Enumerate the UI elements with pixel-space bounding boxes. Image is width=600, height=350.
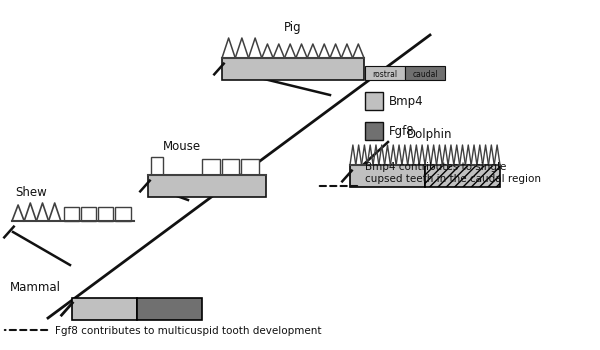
Bar	[148, 175, 266, 197]
Bar	[365, 122, 383, 140]
Bar	[64, 207, 79, 221]
Bar	[115, 207, 131, 221]
Text: Fgf8: Fgf8	[389, 125, 415, 138]
Bar	[137, 298, 202, 320]
Text: Bmp4 contributes to single
cupsed teeth in the caudal region: Bmp4 contributes to single cupsed teeth …	[365, 162, 541, 184]
Bar	[365, 66, 405, 80]
Bar	[425, 165, 500, 187]
Text: Mouse: Mouse	[163, 140, 201, 153]
Bar	[241, 159, 259, 175]
Text: Shew: Shew	[15, 186, 47, 199]
Text: Mammal: Mammal	[10, 281, 61, 294]
Bar	[405, 66, 445, 80]
Text: Bmp4: Bmp4	[389, 94, 424, 107]
Bar	[82, 207, 97, 221]
Bar	[72, 298, 137, 320]
Bar	[151, 157, 163, 175]
Text: rostral: rostral	[373, 70, 398, 79]
Text: caudal: caudal	[412, 70, 438, 79]
Bar	[222, 58, 364, 80]
Bar	[222, 159, 239, 175]
Text: Fgf8 contributes to multicuspid tooth development: Fgf8 contributes to multicuspid tooth de…	[55, 326, 322, 336]
Bar	[365, 92, 383, 110]
Bar	[350, 165, 425, 187]
Bar	[202, 159, 220, 175]
Text: Pig: Pig	[284, 21, 302, 34]
Text: Dolphin: Dolphin	[407, 128, 453, 141]
Bar	[98, 207, 113, 221]
